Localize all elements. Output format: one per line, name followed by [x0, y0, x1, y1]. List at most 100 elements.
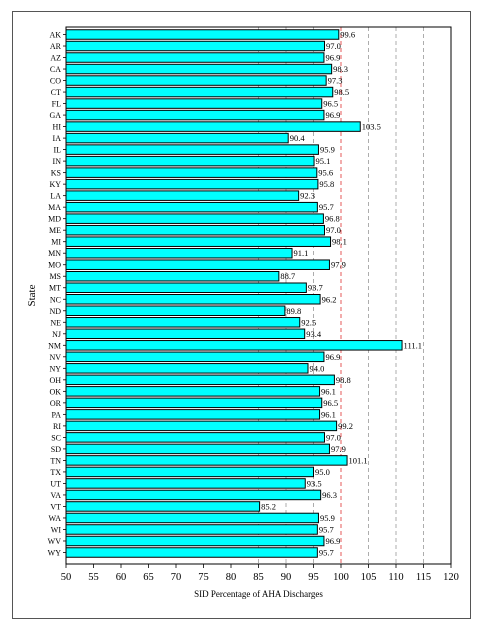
bar-NE — [65, 317, 301, 328]
bar-TN — [65, 455, 348, 466]
bar-NC — [65, 294, 321, 305]
x-tick-label-70: 70 — [171, 572, 182, 583]
bar-IA — [65, 132, 289, 144]
value-label-WV: 96.9 — [325, 536, 340, 546]
x-tick-label-50: 50 — [61, 572, 72, 583]
figure-frame — [12, 11, 471, 619]
value-label-AR: 97.0 — [326, 41, 341, 51]
value-label-MN: 91.1 — [294, 248, 309, 258]
value-label-WI: 95.7 — [319, 524, 334, 534]
value-label-RI: 99.2 — [338, 421, 353, 431]
y-tick-label-NV: NV — [49, 353, 61, 362]
value-label-IL: 95.9 — [320, 145, 335, 155]
y-tick-label-WY: WY — [48, 549, 62, 558]
y-tick-label-SC: SC — [51, 433, 61, 442]
value-label-SD: 97.9 — [331, 444, 346, 454]
y-tick-label-WI: WI — [51, 525, 62, 534]
bar-MT — [65, 282, 307, 293]
bar-OK — [65, 386, 321, 397]
y-tick-label-IL: IL — [53, 146, 61, 155]
y-tick-label-OH: OH — [49, 376, 61, 385]
y-tick-label-AR: AR — [50, 42, 62, 51]
value-label-TX: 95.0 — [315, 467, 330, 477]
y-tick-label-WV: WV — [48, 537, 62, 546]
y-tick-label-WA: WA — [49, 514, 62, 523]
value-label-MO: 97.9 — [331, 260, 346, 270]
y-tick-label-AK: AK — [49, 31, 61, 40]
y-axis-title: State — [26, 284, 38, 306]
x-tick-label-100: 100 — [333, 572, 349, 583]
y-tick-label-CO: CO — [50, 77, 61, 86]
bar-ND — [65, 305, 286, 317]
y-tick-label-KS: KS — [51, 169, 61, 178]
value-label-NM: 111.1 — [404, 340, 423, 350]
y-tick-label-KY: KY — [49, 180, 61, 189]
bar-NJ — [65, 328, 306, 340]
x-tick-label-65: 65 — [143, 572, 154, 583]
x-tick-label-95: 95 — [308, 572, 319, 583]
value-label-FL: 96.5 — [323, 99, 338, 109]
bar-TX — [65, 466, 314, 478]
bar-CT — [65, 86, 334, 98]
bar-PA — [65, 409, 321, 420]
bar-KY — [65, 178, 319, 190]
value-label-TN: 101.1 — [349, 455, 368, 465]
value-label-UT: 93.5 — [307, 478, 322, 488]
y-tick-label-NC: NC — [50, 295, 61, 304]
y-tick-label-IN: IN — [53, 157, 62, 166]
y-axis: AK AR AZ CA CO CT FL GA HI IA IL IN KS KY LA MA MD ME MI MN… — [48, 31, 66, 558]
value-label-ND: 89.8 — [286, 306, 301, 316]
y-tick-label-PA: PA — [52, 410, 62, 419]
y-tick-label-MT: MT — [49, 284, 61, 293]
bar-MA — [65, 201, 318, 213]
value-label-NE: 92.5 — [301, 317, 316, 327]
value-label-NC: 96.2 — [322, 294, 337, 304]
y-tick-label-IA: IA — [53, 134, 62, 143]
bar-NY — [65, 363, 309, 374]
x-tick-label-110: 110 — [388, 572, 403, 583]
value-label-VT: 85.2 — [261, 501, 276, 511]
bar-AR — [65, 40, 325, 52]
x-tick-label-75: 75 — [198, 572, 209, 583]
y-tick-label-OR: OR — [50, 399, 62, 408]
bar-IL — [65, 144, 319, 155]
bar-WY — [65, 547, 318, 558]
bar-CA — [65, 63, 333, 75]
x-tick-label-55: 55 — [88, 572, 99, 583]
bar-VA — [65, 489, 322, 501]
y-tick-label-LA: LA — [50, 192, 61, 201]
y-tick-label-CA: CA — [50, 65, 61, 74]
bar-UT — [65, 478, 306, 489]
value-label-MS: 88.7 — [280, 271, 295, 281]
value-label-VA: 96.3 — [322, 490, 337, 500]
y-tick-label-ME: ME — [49, 226, 61, 235]
y-tick-label-MI: MI — [51, 238, 61, 247]
x-tick-label-120: 120 — [443, 572, 459, 583]
y-tick-label-RI: RI — [53, 422, 61, 431]
value-label-HI: 103.5 — [362, 122, 381, 132]
bar-WI — [65, 524, 318, 535]
y-tick-label-MN: MN — [48, 249, 61, 258]
value-label-OH: 98.8 — [336, 375, 351, 385]
bar-MN — [65, 247, 293, 259]
x-tick-label-85: 85 — [253, 572, 264, 583]
bar-AZ — [65, 52, 325, 63]
y-tick-label-NM: NM — [48, 341, 61, 350]
value-label-WA: 95.9 — [320, 513, 335, 523]
value-label-NV: 96.9 — [325, 352, 340, 362]
y-tick-label-MD: MD — [48, 215, 61, 224]
y-tick-label-NJ: NJ — [52, 330, 61, 339]
y-tick-label-TX: TX — [50, 468, 61, 477]
bar-SC — [65, 432, 325, 443]
y-tick-label-NY: NY — [49, 364, 61, 373]
bar-SD — [65, 443, 330, 455]
bar-MO — [65, 259, 330, 270]
bar-NV — [65, 351, 325, 363]
x-tick-label-80: 80 — [226, 572, 237, 583]
y-tick-label-FL: FL — [52, 100, 61, 109]
value-label-SC: 97.0 — [326, 432, 341, 442]
bar-CO — [65, 75, 327, 86]
value-label-NY: 94.0 — [310, 363, 325, 373]
bar-MI — [65, 236, 332, 247]
